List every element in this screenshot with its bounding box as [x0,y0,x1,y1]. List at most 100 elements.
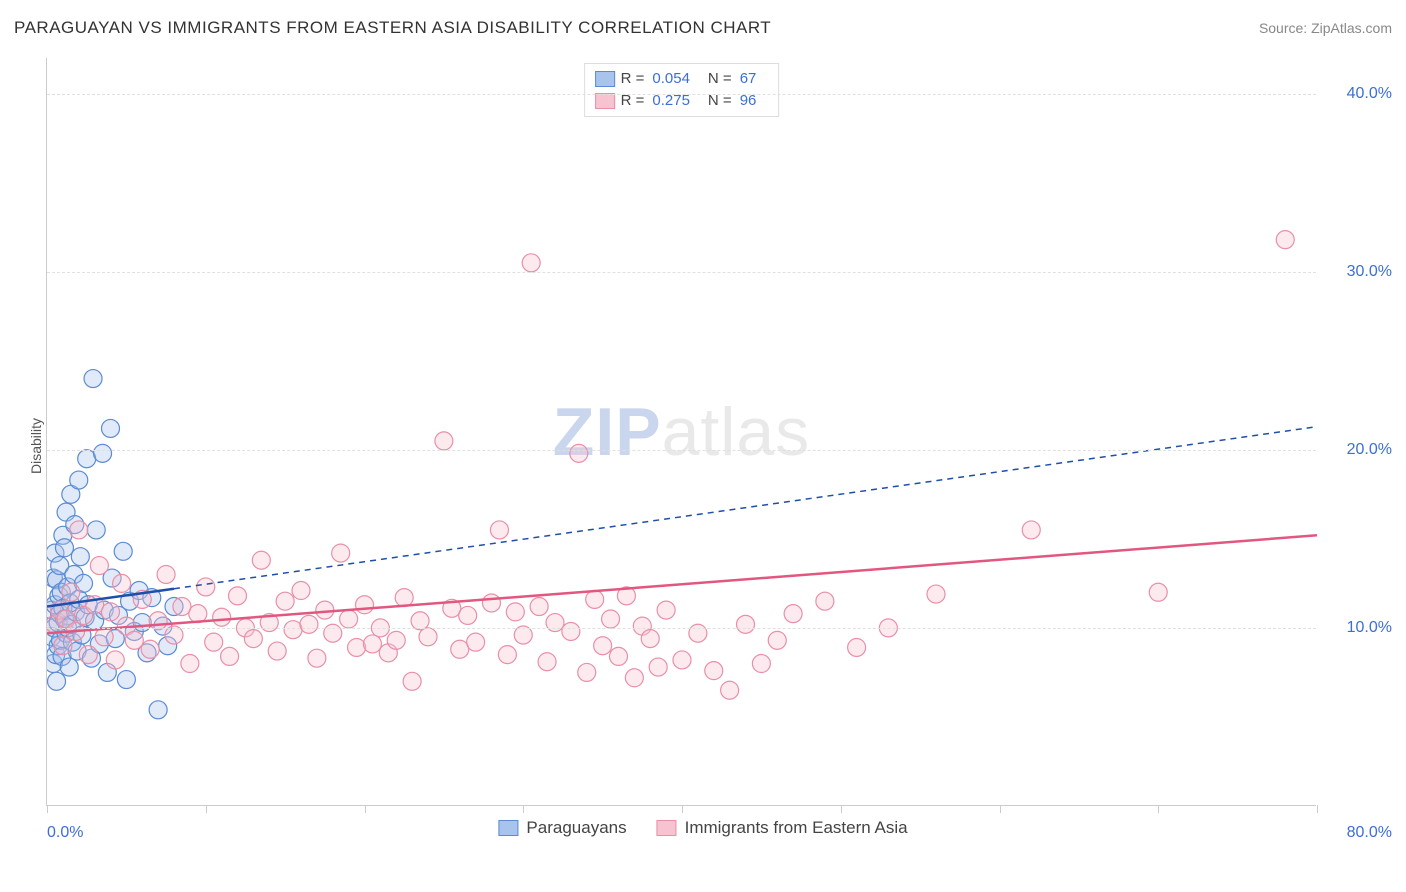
data-point [610,647,628,665]
data-point [79,646,97,664]
data-point [467,633,485,651]
y-axis-label: Disability [28,418,44,474]
data-point [602,610,620,628]
data-point [530,598,548,616]
legend-label: Paraguayans [526,818,626,838]
x-tick [206,805,207,813]
data-point [78,450,96,468]
data-point [62,583,80,601]
chart-header: PARAGUAYAN VS IMMIGRANTS FROM EASTERN AS… [14,18,1392,38]
data-point [71,548,89,566]
legend-stats: R = 0.054 N = 67 R = 0.275 N = 96 [584,63,780,117]
legend-series: Paraguayans Immigrants from Eastern Asia [498,818,907,838]
data-point [213,608,231,626]
legend-item: Paraguayans [498,818,626,838]
data-point [117,671,135,689]
data-point [403,672,421,690]
data-point [268,642,286,660]
data-point [221,647,239,665]
data-point [102,419,120,437]
x-tick-label: 0.0% [47,824,83,842]
data-point [625,669,643,687]
data-point [752,655,770,673]
data-point [87,521,105,539]
r-value: 0.054 [652,68,690,90]
chart-title: PARAGUAYAN VS IMMIGRANTS FROM EASTERN AS… [14,18,771,38]
data-point [205,633,223,651]
data-point [252,551,270,569]
data-point [578,663,596,681]
x-tick-label: 80.0% [1347,824,1392,842]
x-tick [47,805,48,813]
gridline [47,450,1316,451]
data-point [229,587,247,605]
data-point [363,635,381,653]
data-point [125,631,143,649]
y-tick-label: 30.0% [1347,263,1392,281]
data-point [102,603,120,621]
data-point [70,521,88,539]
data-point [149,701,167,719]
data-point [435,432,453,450]
data-point [419,628,437,646]
data-point [141,640,159,658]
trend-line [47,535,1317,633]
data-point [784,605,802,623]
data-point [395,589,413,607]
x-tick [1317,805,1318,813]
data-point [244,630,262,648]
legend-swatch [498,820,518,836]
x-tick [1158,805,1159,813]
data-point [927,585,945,603]
data-point [300,615,318,633]
data-point [90,557,108,575]
data-point [55,539,73,557]
data-point [84,370,102,388]
data-point [641,630,659,648]
data-point [181,655,199,673]
data-point [157,565,175,583]
data-point [721,681,739,699]
data-point [506,603,524,621]
data-point [562,622,580,640]
data-point [292,582,310,600]
gridline [47,94,1316,95]
data-point [570,444,588,462]
data-point [451,640,469,658]
data-point [197,578,215,596]
data-point [60,658,78,676]
data-point [284,621,302,639]
data-point [816,592,834,610]
data-point [705,662,723,680]
gridline [47,628,1316,629]
legend-item: Immigrants from Eastern Asia [657,818,908,838]
data-point [522,254,540,272]
legend-swatch [657,820,677,836]
legend-stats-row: R = 0.054 N = 67 [595,68,769,90]
data-point [387,631,405,649]
data-point [594,637,612,655]
n-label: N = [708,68,732,90]
data-point [657,601,675,619]
x-tick [1000,805,1001,813]
y-tick-label: 40.0% [1347,85,1392,103]
y-tick-label: 20.0% [1347,441,1392,459]
data-point [1022,521,1040,539]
data-point [113,574,131,592]
gridline [47,272,1316,273]
plot-area: ZIPatlas R = 0.054 N = 67 R = 0.275 N = … [46,58,1316,806]
data-point [94,444,112,462]
data-point [340,610,358,628]
data-point [498,646,516,664]
chart-svg [47,58,1317,806]
data-point [54,637,72,655]
data-point [673,651,691,669]
x-tick [841,805,842,813]
data-point [70,471,88,489]
data-point [490,521,508,539]
data-point [586,590,604,608]
legend-swatch [595,93,615,109]
legend-swatch [595,71,615,87]
data-point [173,598,191,616]
data-point [649,658,667,676]
